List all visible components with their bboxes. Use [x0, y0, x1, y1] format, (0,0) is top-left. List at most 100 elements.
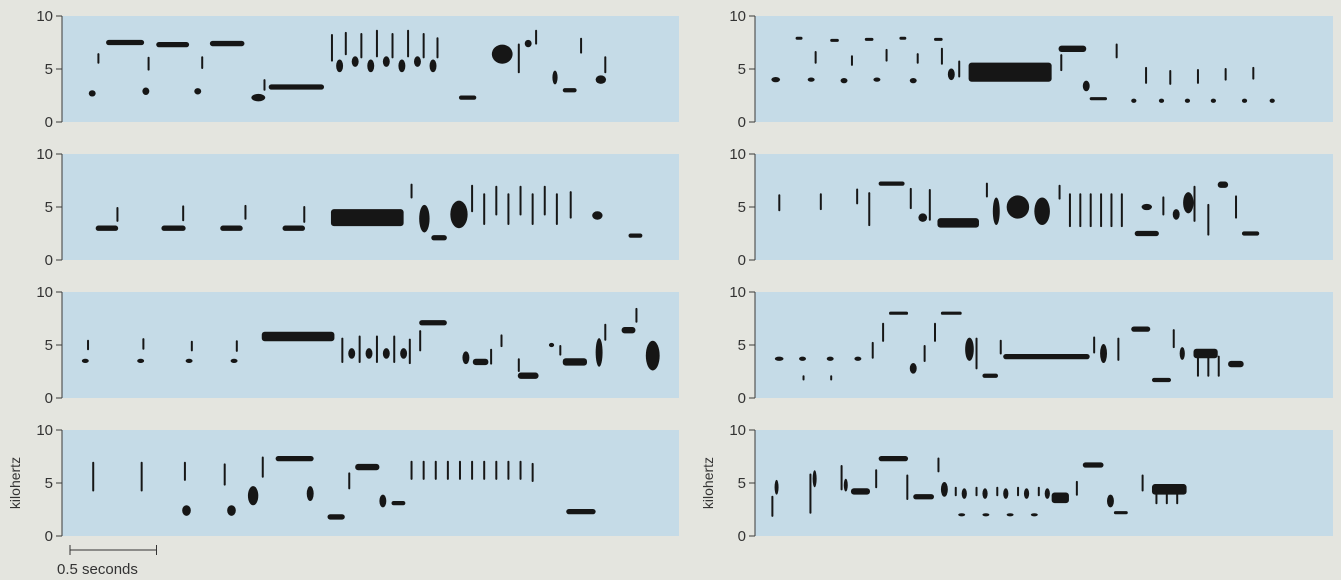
- note-blob: [524, 39, 532, 48]
- note-blob: [419, 204, 430, 233]
- note-sweep: [954, 486, 957, 497]
- note-blob: [429, 59, 437, 73]
- y-tick-label: 0: [738, 252, 746, 269]
- note-sweep: [375, 29, 378, 58]
- note-blob: [873, 77, 881, 82]
- y-tick-label: 5: [45, 199, 53, 216]
- note-blob: [1082, 80, 1090, 92]
- note-blob: [247, 486, 259, 506]
- note-whistle: [1217, 181, 1229, 188]
- note-blob: [88, 90, 96, 97]
- note-whistle: [458, 95, 477, 100]
- panel-background: [62, 154, 679, 260]
- note-sweep: [358, 335, 361, 364]
- note-sweep: [856, 188, 859, 205]
- y-tick-label: 0: [45, 528, 53, 545]
- note-blob: [367, 59, 375, 73]
- y-tick-label: 0: [738, 390, 746, 407]
- y-tick-label: 0: [738, 528, 746, 545]
- note-sweep: [1089, 193, 1092, 228]
- note-sweep: [1172, 329, 1175, 349]
- note-blob: [1107, 494, 1114, 508]
- note-blob: [365, 348, 373, 359]
- spectrogram-panel-6: 0 5 10: [729, 146, 1333, 269]
- note-blob: [982, 488, 988, 499]
- note-sweep: [535, 29, 538, 45]
- note-whistle: [562, 358, 587, 366]
- note-blob: [909, 78, 917, 84]
- note-sweep: [1117, 337, 1120, 361]
- note-whistle: [472, 358, 489, 366]
- note-whistle: [431, 235, 447, 241]
- note-sweep: [422, 32, 425, 59]
- note-sweep: [140, 461, 143, 492]
- note-whistle: [1134, 230, 1159, 237]
- note-sweep: [507, 460, 510, 480]
- note-blob: [81, 358, 89, 364]
- note-whistle: [161, 225, 186, 231]
- note-blob: [1184, 98, 1191, 103]
- note-sweep: [906, 474, 909, 500]
- note-whistle: [1193, 348, 1218, 359]
- note-blob: [771, 76, 781, 83]
- note-sweep: [410, 183, 413, 199]
- spectrogram-panel-7: 0 5 10: [729, 284, 1333, 407]
- note-whistle: [562, 88, 577, 93]
- note-sweep: [909, 187, 912, 210]
- note-blob: [982, 513, 990, 517]
- note-sweep: [985, 182, 988, 198]
- note-sweep: [436, 37, 439, 59]
- note-blob: [1044, 488, 1050, 499]
- note-sweep: [1252, 66, 1255, 80]
- note-sweep: [410, 460, 413, 480]
- note-sweep: [458, 460, 461, 480]
- note-whistle: [937, 218, 979, 228]
- note-sweep: [92, 461, 95, 492]
- note-whistle: [628, 233, 643, 238]
- spectrogram-panel-3: 0 5 10: [36, 284, 679, 407]
- note-whistle: [968, 62, 1052, 82]
- note-sweep: [934, 322, 936, 342]
- note-blob: [548, 342, 555, 348]
- y-tick-label: 5: [45, 337, 53, 354]
- note-sweep: [1196, 69, 1199, 84]
- spectrogram-panel-8: 0 5 10 kilohertz: [700, 422, 1333, 545]
- y-tick-label: 5: [738, 475, 746, 492]
- note-blob: [351, 56, 359, 67]
- note-whistle: [830, 38, 839, 42]
- note-sweep: [1093, 336, 1096, 354]
- note-sweep: [471, 184, 474, 213]
- note-sweep: [391, 32, 394, 59]
- note-sweep: [802, 375, 805, 381]
- note-blob: [1006, 195, 1030, 219]
- note-blob: [1183, 192, 1194, 214]
- panel-background: [62, 430, 679, 536]
- note-whistle: [419, 320, 447, 326]
- note-whistle: [355, 463, 380, 471]
- note-whistle: [878, 181, 905, 186]
- note-sweep: [446, 460, 449, 480]
- spectrogram-panel-2: 0 5 10: [36, 146, 679, 269]
- note-sweep: [360, 32, 363, 59]
- note-sweep: [868, 192, 871, 227]
- y-tick-label: 10: [36, 284, 53, 301]
- note-blob: [552, 70, 558, 85]
- note-blob: [414, 56, 421, 67]
- note-sweep: [147, 56, 150, 71]
- y-tick-label: 5: [738, 199, 746, 216]
- note-sweep: [830, 375, 833, 381]
- note-blob: [230, 358, 238, 364]
- note-blob: [961, 488, 967, 499]
- note-blob: [645, 340, 660, 371]
- note-sweep: [940, 47, 943, 65]
- note-blob: [306, 486, 314, 502]
- note-blob: [992, 197, 1000, 226]
- note-whistle: [1051, 492, 1069, 504]
- note-sweep: [517, 43, 520, 74]
- note-blob: [491, 44, 513, 64]
- note-whistle: [566, 508, 596, 515]
- y-tick-label: 0: [45, 252, 53, 269]
- y-tick-label: 5: [738, 337, 746, 354]
- note-whistle: [391, 501, 406, 506]
- note-sweep: [419, 330, 422, 352]
